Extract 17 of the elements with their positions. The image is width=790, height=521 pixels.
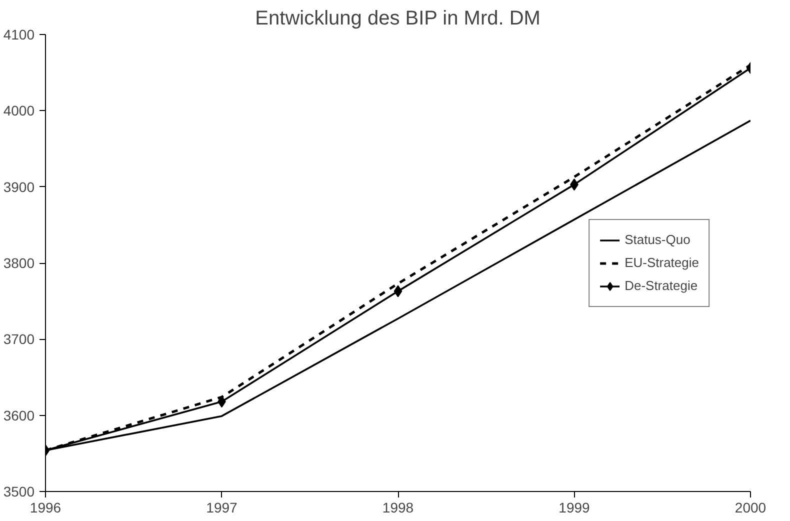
y-tick-label: 4000: [3, 102, 35, 119]
x-tick-label: 1997: [206, 500, 238, 516]
chart-title: Entwicklung des BIP in Mrd. DM: [255, 8, 540, 30]
y-tick-label: 3800: [3, 255, 35, 271]
x-tick-label: 1996: [30, 500, 62, 516]
x-tick-label: 1999: [558, 500, 590, 516]
y-tick-label: 3900: [3, 178, 35, 195]
y-tick-label: 3500: [3, 484, 35, 500]
y-tick-label: 4100: [3, 26, 35, 42]
legend-label: Status-Quo: [624, 232, 690, 247]
legend-label: EU-Strategie: [624, 255, 699, 270]
x-tick-label: 2000: [734, 500, 766, 516]
point: [394, 285, 402, 298]
y-tick-label: 3700: [3, 331, 35, 348]
legend-label: De-Strategie: [624, 278, 698, 293]
x-tick-label: 1998: [382, 500, 414, 516]
y-tick-label: 3600: [3, 407, 35, 424]
